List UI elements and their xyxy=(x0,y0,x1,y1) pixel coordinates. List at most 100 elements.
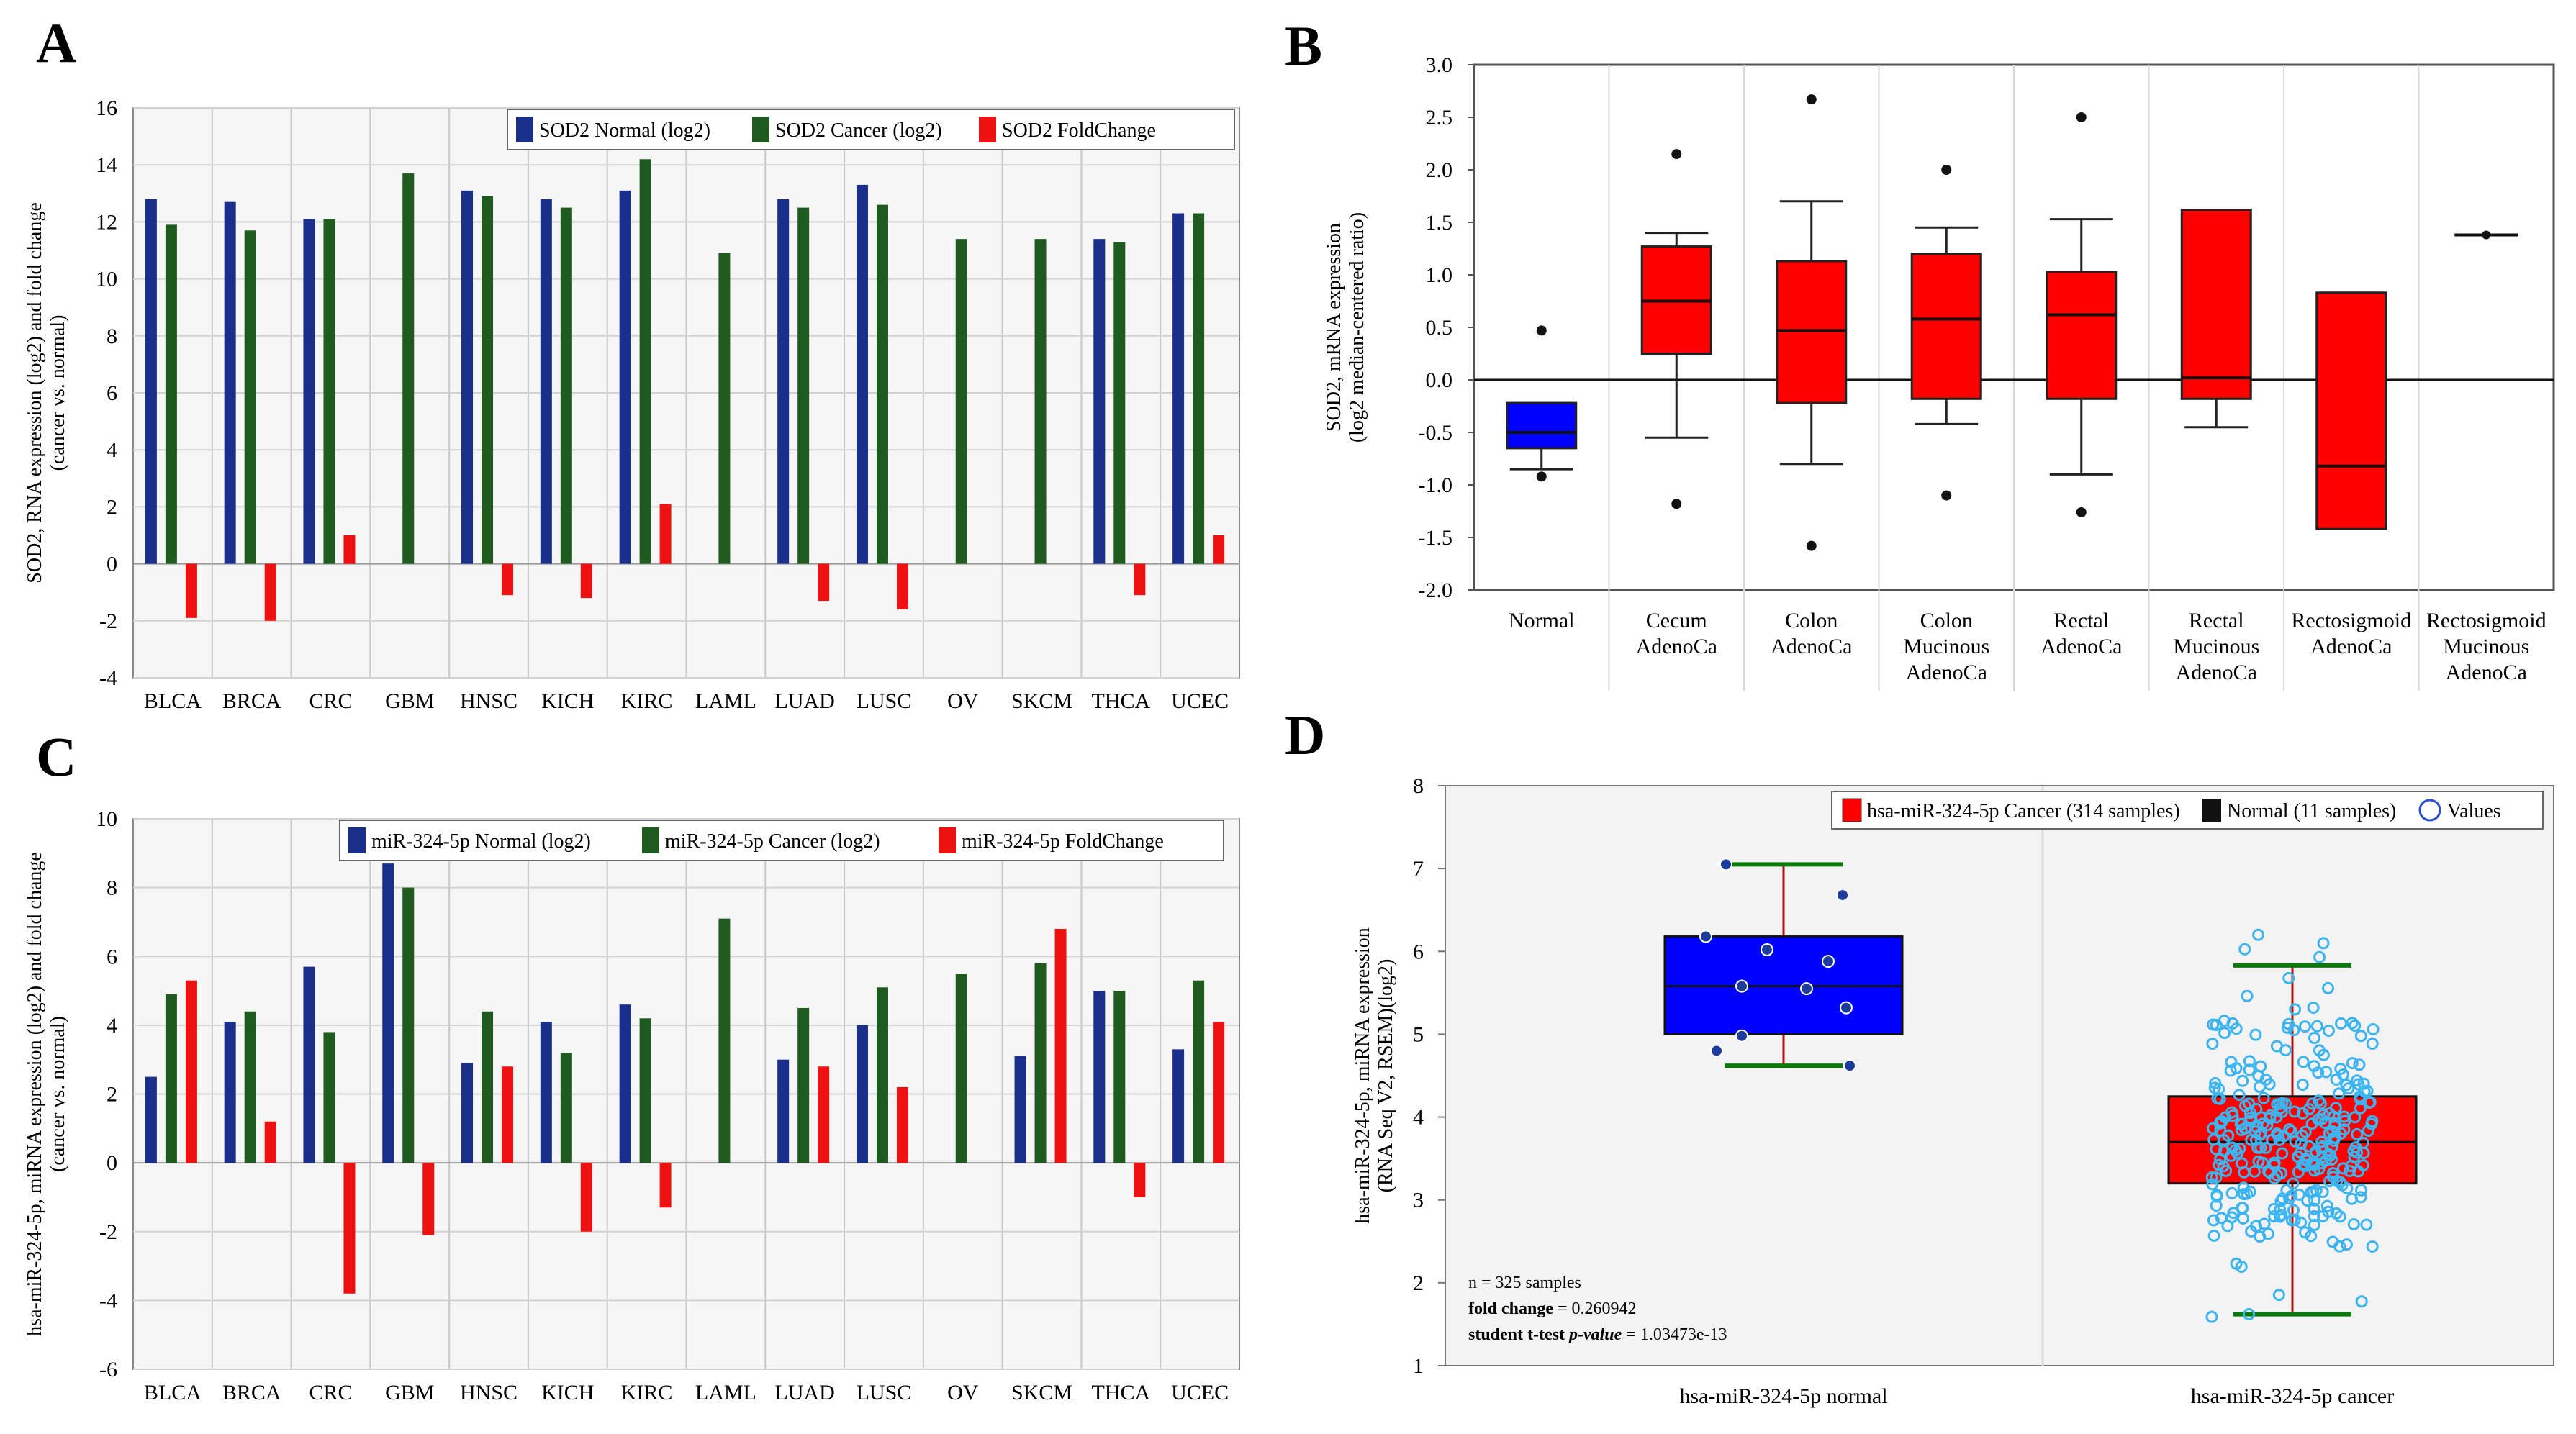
y-tick-label: 1 xyxy=(1413,1354,1424,1378)
value-point xyxy=(2313,1044,2326,1057)
y-tick-label: 2.5 xyxy=(1426,106,1453,130)
bar-normal xyxy=(145,1076,157,1163)
bar-cancer xyxy=(323,1032,335,1163)
bar-normal xyxy=(1172,1049,1185,1163)
value-point xyxy=(2243,1308,2256,1321)
value-point xyxy=(2346,1057,2359,1070)
box-outlier xyxy=(1536,471,1547,482)
value-point xyxy=(2233,1089,2246,1102)
bar-foldchange xyxy=(264,563,276,621)
value-point xyxy=(2243,1063,2256,1076)
x-tick-label: Mucinous xyxy=(1903,635,1989,658)
y-tick-label: -4 xyxy=(99,1289,117,1312)
bar-normal xyxy=(224,1022,236,1163)
bar-cancer xyxy=(482,1011,494,1163)
box-iqr xyxy=(2046,271,2118,400)
value-point xyxy=(2241,1187,2254,1200)
bar-normal xyxy=(777,199,790,564)
legend-swatch xyxy=(2418,799,2441,822)
legend-swatch xyxy=(939,827,956,853)
value-point xyxy=(2250,1220,2263,1233)
bar-foldchange xyxy=(264,1121,276,1163)
value-point xyxy=(2347,1217,2360,1230)
box-iqr xyxy=(1910,253,1982,400)
value-point xyxy=(2230,1022,2243,1035)
value-point xyxy=(2207,1133,2220,1146)
y-axis-label: hsa-miR-324-5p, miRNA expression (log2) … xyxy=(24,852,46,1336)
value-point xyxy=(2238,1166,2251,1179)
y-tick-label: 8 xyxy=(107,325,117,348)
x-tick-label: AdenoCa xyxy=(2310,635,2392,658)
y-tick-label: 1.0 xyxy=(1426,263,1453,287)
y-axis-label: hsa-miR-324-5p, miRNA expression xyxy=(1352,927,1374,1223)
legend-box xyxy=(1831,791,2544,830)
value-point xyxy=(2326,1125,2339,1138)
bar-foldchange xyxy=(185,980,197,1163)
value-point xyxy=(1735,979,1748,993)
value-point xyxy=(2349,1019,2362,1032)
y-tick-label: 1.5 xyxy=(1426,211,1453,235)
value-point xyxy=(2275,1208,2288,1221)
legend-label: SOD2 FoldChange xyxy=(1002,119,1156,142)
y-tick-label: 12 xyxy=(96,210,117,234)
x-tick-label: Rectosigmoid xyxy=(2426,609,2546,632)
bar-normal xyxy=(619,190,631,564)
x-tick-label: BLCA xyxy=(144,689,202,713)
note-ttest-label: student t-test xyxy=(1468,1325,1569,1344)
chart-c-mir-bar: -6 -4 -2 0 2 4 6 8 10 BLCA BRCA CRC GBM HNSC KICH KIRC L… xyxy=(24,807,1240,1404)
y-axis-label-sub: (cancer vs. normal) xyxy=(47,315,69,471)
value-point xyxy=(2322,1024,2335,1037)
x-tick-label: AdenoCa xyxy=(1771,635,1852,658)
note-fold-change: fold change = 0.260942 xyxy=(1468,1299,1637,1318)
panel-letter-d: D xyxy=(1285,704,1325,766)
bar-cancer xyxy=(165,994,177,1163)
bar-foldchange xyxy=(502,1066,514,1163)
note-ttest: student t-test p-value = 1.03473e-13 xyxy=(1468,1325,1727,1344)
legend-label: SOD2 Cancer (log2) xyxy=(775,119,942,142)
x-tick-label: THCA xyxy=(1091,689,1150,713)
bar-normal xyxy=(382,863,394,1163)
box-outlier xyxy=(2076,507,2087,517)
bar-cancer xyxy=(797,207,810,564)
value-point xyxy=(2308,1210,2320,1222)
value-point xyxy=(2354,1184,2367,1197)
bar-cancer xyxy=(955,239,967,564)
bar-foldchange xyxy=(1054,929,1067,1163)
x-tick-label: AdenoCa xyxy=(1906,661,1987,684)
value-point xyxy=(2271,1168,2284,1181)
value-point xyxy=(2333,1087,2346,1100)
legend-box xyxy=(507,109,1235,150)
chart-b-sod2-box: -2.0 -1.5 -1.0 -0.5 0.0 0.5 1.0 1.5 2.0 2.5 3.0 Nor… xyxy=(1323,53,2555,691)
value-point xyxy=(2289,1135,2302,1148)
plot-area xyxy=(1445,785,2554,1366)
value-point xyxy=(1761,943,1773,956)
value-point xyxy=(2354,1030,2367,1043)
value-point xyxy=(2235,1260,2248,1273)
x-tick-label: AdenoCa xyxy=(2041,635,2122,658)
bar-cancer xyxy=(797,1007,810,1163)
x-tick-label: Colon xyxy=(1920,609,1973,632)
value-point xyxy=(2206,1038,2219,1050)
value-point xyxy=(2306,1097,2319,1110)
bar-cancer xyxy=(955,974,967,1163)
value-point xyxy=(2292,1188,2305,1201)
value-point xyxy=(2213,1117,2226,1130)
x-tick-label: OV xyxy=(947,689,979,713)
value-point xyxy=(2283,1123,2296,1136)
value-point xyxy=(1836,888,1849,902)
box-outlier xyxy=(1941,490,1952,501)
y-tick-label: 10 xyxy=(96,268,117,291)
value-point xyxy=(2307,1002,2320,1015)
bar-foldchange xyxy=(1134,1163,1146,1197)
value-point xyxy=(2207,1229,2220,1242)
value-point xyxy=(2268,1210,2281,1222)
value-point xyxy=(2330,1207,2343,1220)
chart-d-mir-box: 1 2 3 4 5 6 7 8 hsa-miR-324-5p normal hsa-miR-324… xyxy=(1352,774,2554,1408)
box-outlier xyxy=(1806,94,1817,105)
y-tick-label: 0 xyxy=(107,1151,117,1175)
panel-letter-a: A xyxy=(36,12,76,74)
value-point xyxy=(2272,1289,2285,1302)
value-point xyxy=(2351,1165,2364,1178)
box-outlier xyxy=(2076,112,2087,122)
bar-cancer xyxy=(244,230,256,564)
